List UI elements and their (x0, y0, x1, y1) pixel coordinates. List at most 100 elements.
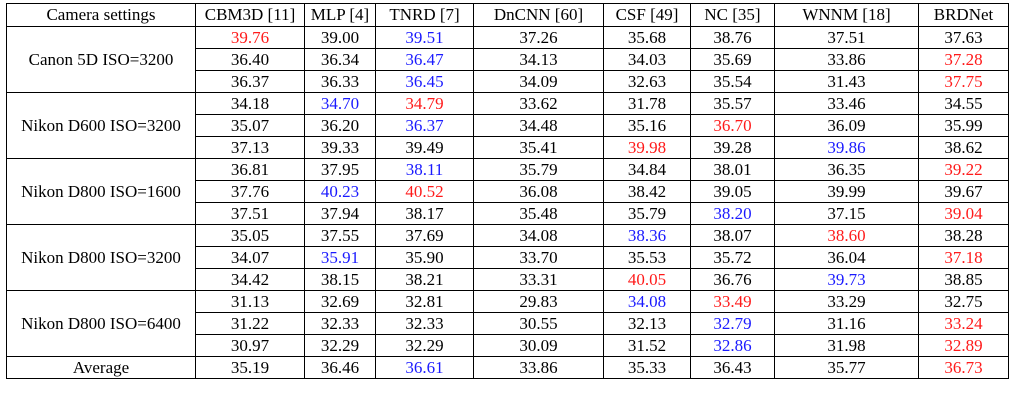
psnr-value-cell: 30.09 (473, 334, 604, 357)
psnr-value-cell: 36.37 (375, 114, 474, 137)
psnr-value-cell: 32.33 (375, 312, 474, 335)
psnr-value-cell: 39.51 (375, 26, 474, 49)
psnr-value-cell: 36.20 (304, 114, 376, 137)
table-row: 35.07 36.20 36.37 34.48 35.16 36.70 36.09 35.99 (7, 114, 1009, 137)
psnr-value-cell: 39.76 (195, 26, 305, 49)
psnr-value-cell: 29.83 (473, 290, 604, 313)
psnr-value-cell: 38.17 (375, 202, 474, 225)
psnr-value-cell: 32.79 (690, 312, 775, 335)
psnr-value-cell: 37.26 (473, 26, 604, 49)
psnr-value-cell: 32.13 (603, 312, 691, 335)
psnr-value-cell: 35.79 (603, 202, 691, 225)
psnr-value-cell: 36.76 (690, 268, 775, 291)
psnr-value-cell: 36.45 (375, 70, 474, 93)
psnr-value-cell: 40.23 (304, 180, 376, 203)
psnr-value-cell: 38.62 (918, 136, 1009, 159)
table-row: Nikon D800 ISO=3200 35.05 37.55 37.69 34.08 3… (6, 224, 1009, 291)
psnr-value-cell: 38.15 (304, 268, 376, 291)
psnr-value-cell: 35.69 (690, 48, 775, 71)
psnr-value-cell: 34.42 (195, 268, 305, 291)
psnr-value-cell: 39.86 (774, 136, 919, 159)
psnr-value-cell: 38.36 (603, 224, 691, 247)
average-value-cell: 35.77 (774, 356, 919, 379)
psnr-value-cell: 40.52 (375, 180, 474, 203)
psnr-value-cell: 37.15 (774, 202, 919, 225)
psnr-value-cell: 36.40 (195, 48, 305, 71)
psnr-value-cell: 38.60 (774, 224, 919, 247)
psnr-value-cell: 33.31 (473, 268, 604, 291)
psnr-value-cell: 31.13 (195, 290, 305, 313)
psnr-value-cell: 35.72 (690, 246, 775, 269)
psnr-value-cell: 36.81 (195, 158, 305, 181)
header-row: Camera settings CBM3D [11] MLP [4] TNRD … (6, 3, 1009, 27)
psnr-value-cell: 37.94 (304, 202, 376, 225)
psnr-value-cell: 36.35 (774, 158, 919, 181)
psnr-value-cell: 34.03 (603, 48, 691, 71)
psnr-value-cell: 37.13 (195, 136, 305, 159)
psnr-value-cell: 32.63 (603, 70, 691, 93)
psnr-value-cell: 38.76 (690, 26, 775, 49)
psnr-value-cell: 34.08 (603, 290, 691, 313)
psnr-value-cell: 35.53 (603, 246, 691, 269)
camera-setting-cell: Nikon D800 ISO=6400 (6, 290, 196, 357)
header-brdnet: BRDNet (918, 3, 1009, 27)
psnr-value-cell: 34.13 (473, 48, 604, 71)
average-label: Average (6, 356, 196, 379)
psnr-value-cell: 34.18 (195, 92, 305, 115)
average-row: Average 35.19 36.46 36.61 33.86 35.33 36.43 35.… (6, 356, 1009, 379)
psnr-value-cell: 38.28 (918, 224, 1009, 247)
psnr-value-cell: 39.49 (375, 136, 474, 159)
psnr-value-cell: 35.48 (473, 202, 604, 225)
psnr-value-cell: 38.42 (603, 180, 691, 203)
psnr-value-cell: 36.09 (774, 114, 919, 137)
psnr-value-cell: 32.29 (304, 334, 376, 357)
results-table-container: Camera settings CBM3D [11] MLP [4] TNRD … (6, 3, 1009, 379)
psnr-value-cell: 30.55 (473, 312, 604, 335)
psnr-value-cell: 37.28 (918, 48, 1009, 71)
psnr-value-cell: 36.37 (195, 70, 305, 93)
psnr-value-cell: 37.76 (195, 180, 305, 203)
psnr-value-cell: 33.49 (690, 290, 775, 313)
psnr-value-cell: 33.62 (473, 92, 604, 115)
psnr-value-cell: 39.98 (603, 136, 691, 159)
results-table: Camera settings CBM3D [11] MLP [4] TNRD … (6, 3, 1009, 379)
psnr-value-cell: 36.04 (774, 246, 919, 269)
table-row: Nikon D800 ISO=1600 36.81 37.95 38.11 35.79 3… (6, 158, 1009, 225)
psnr-value-cell: 33.86 (774, 48, 919, 71)
psnr-value-cell: 31.16 (774, 312, 919, 335)
psnr-value-cell: 31.43 (774, 70, 919, 93)
table-row: 37.76 40.23 40.52 36.08 38.42 39.05 39.99 39.67 (7, 180, 1009, 203)
psnr-value-cell: 30.97 (195, 334, 305, 357)
header-camera-settings: Camera settings (6, 3, 196, 27)
psnr-value-cell: 37.51 (195, 202, 305, 225)
psnr-value-cell: 35.90 (375, 246, 474, 269)
psnr-value-cell: 37.18 (918, 246, 1009, 269)
psnr-value-cell: 32.29 (375, 334, 474, 357)
header-cbm3d: CBM3D [11] (195, 3, 305, 27)
psnr-value-cell: 35.54 (690, 70, 775, 93)
psnr-value-cell: 35.07 (195, 114, 305, 137)
psnr-value-cell: 40.05 (603, 268, 691, 291)
psnr-value-cell: 36.47 (375, 48, 474, 71)
header-dncnn: DnCNN [60] (473, 3, 604, 27)
psnr-value-cell: 38.11 (375, 158, 474, 181)
psnr-value-cell: 32.89 (918, 334, 1009, 357)
average-value-cell: 36.73 (918, 356, 1009, 379)
header-wnnm: WNNM [18] (774, 3, 919, 27)
psnr-value-cell: 34.84 (603, 158, 691, 181)
psnr-value-cell: 31.22 (195, 312, 305, 335)
psnr-value-cell: 34.55 (918, 92, 1009, 115)
psnr-value-cell: 35.41 (473, 136, 604, 159)
psnr-value-cell: 32.86 (690, 334, 775, 357)
camera-setting-cell: Nikon D600 ISO=3200 (6, 92, 196, 159)
psnr-value-cell: 35.79 (473, 158, 604, 181)
table-row: Nikon D600 ISO=3200 34.18 34.70 34.79 33.62 3… (6, 92, 1009, 159)
average-value-cell: 35.33 (603, 356, 691, 379)
psnr-value-cell: 39.00 (304, 26, 376, 49)
psnr-value-cell: 35.16 (603, 114, 691, 137)
psnr-value-cell: 37.51 (774, 26, 919, 49)
header-nc: NC [35] (690, 3, 775, 27)
psnr-value-cell: 36.08 (473, 180, 604, 203)
psnr-value-cell: 36.34 (304, 48, 376, 71)
psnr-value-cell: 33.70 (473, 246, 604, 269)
